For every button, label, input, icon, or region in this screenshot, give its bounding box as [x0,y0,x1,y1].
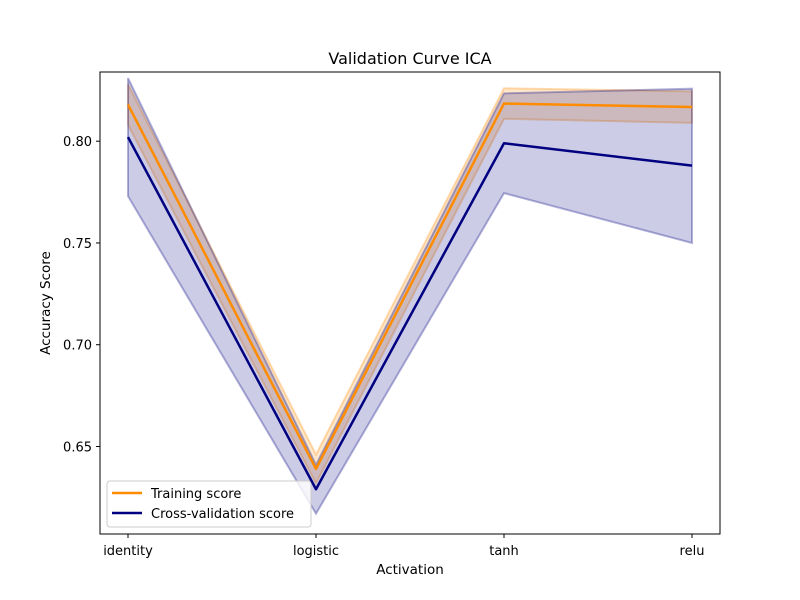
x-axis-ticks: identity logistic tanh relu [103,534,704,559]
x-tick-label: relu [680,544,705,559]
y-tick-label: 0.70 [63,339,92,354]
y-tick-label: 0.80 [63,135,92,150]
legend-box [106,480,312,528]
legend-label-cross-validation: Cross-validation score [151,507,294,522]
band-series-1 [127,77,693,516]
x-axis-title: Activation [376,562,444,578]
y-tick-label: 0.75 [63,237,92,252]
y-tick-label: 0.65 [63,440,92,455]
line-series-0 [126,102,693,471]
legend-label-training: Training score [150,487,241,502]
line-series-1 [126,136,693,491]
x-tick-label: tanh [489,544,519,559]
legend: Training score Cross-validation score [106,480,312,528]
x-tick-label: logistic [293,544,339,559]
y-axis-title: Accuracy Score [38,251,54,355]
chart-title: Validation Curve ICA [328,49,491,68]
y-axis-ticks: 0.65 0.70 0.75 0.80 [63,135,100,455]
x-tick-label: identity [103,544,153,559]
plot-frame [99,71,721,535]
series-lines [126,102,693,491]
